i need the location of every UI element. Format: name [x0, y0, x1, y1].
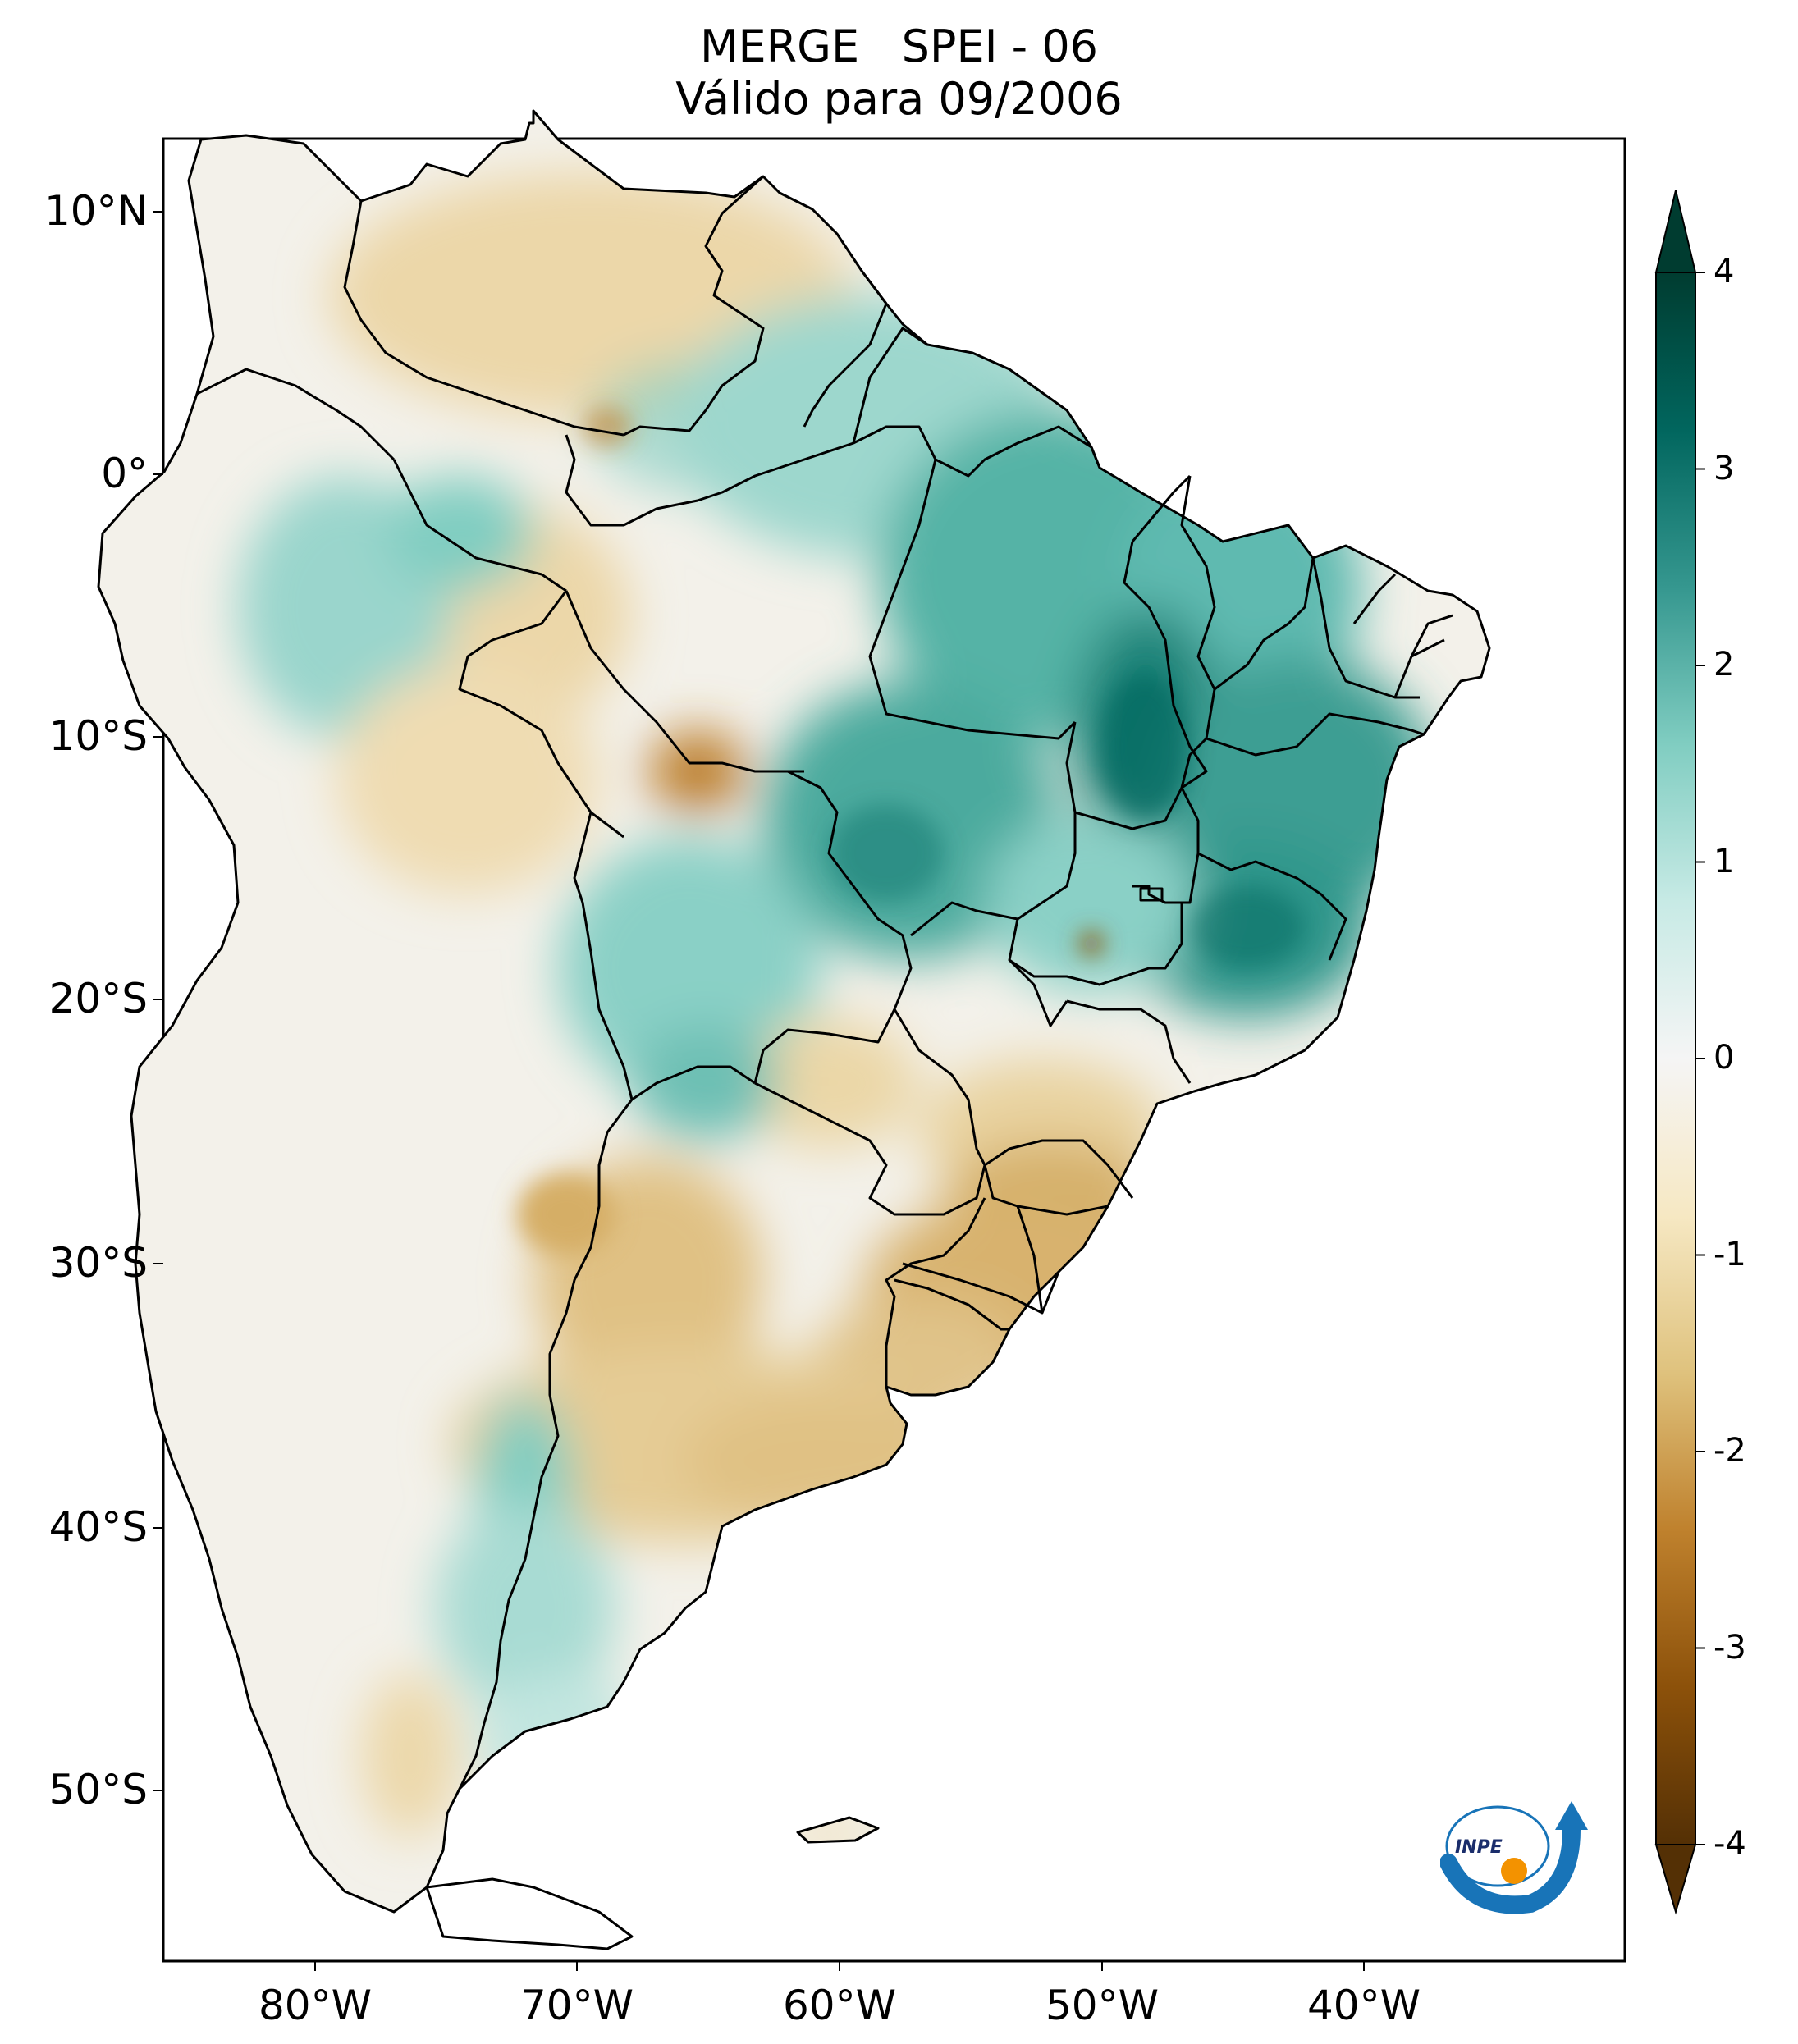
- colorbar-label-4: 0: [1713, 1039, 1735, 1077]
- lat-label-2: 10°S: [48, 712, 148, 760]
- colorbar-label-6: -2: [1713, 1432, 1746, 1470]
- figure-title-line1: MERGE SPEI - 06: [699, 21, 1099, 72]
- lon-label-1: 70°W: [519, 1982, 634, 2029]
- country-borders: [97, 109, 1491, 1950]
- lat-label-6: 50°S: [48, 1766, 148, 1813]
- colorbar-extend-bottom: [1654, 1844, 1697, 1915]
- colorbar-label-3: 1: [1713, 842, 1735, 880]
- colorbar-label-1: 3: [1713, 449, 1735, 487]
- lon-label-0: 80°W: [258, 1982, 373, 2029]
- colorbar-label-7: -3: [1713, 1628, 1746, 1667]
- lat-label-4: 30°S: [48, 1239, 148, 1287]
- lon-label-3: 50°W: [1045, 1982, 1160, 2029]
- colorbar-label-8: -4: [1713, 1825, 1746, 1863]
- lon-label-2: 60°W: [782, 1982, 897, 2029]
- lat-label-5: 40°S: [48, 1503, 148, 1551]
- colorbar-label-0: 4: [1713, 253, 1735, 290]
- logo-text: INPE: [1455, 1837, 1503, 1858]
- lat-label-0: 10°N: [43, 187, 148, 235]
- lat-label-3: 20°S: [48, 975, 148, 1022]
- colorbar-extend-top: [1654, 190, 1697, 273]
- colorbar-label-5: -1: [1713, 1235, 1746, 1273]
- inpe-logo: INPE: [1440, 1801, 1588, 1914]
- figure-title-line2: Válido para 09/2006: [675, 73, 1123, 125]
- colorbar: [1654, 190, 1705, 1915]
- colorbar-label-2: 2: [1713, 646, 1735, 684]
- colorbar-body: [1655, 272, 1696, 1845]
- lat-label-1: 0°: [101, 450, 148, 497]
- lon-label-4: 40°W: [1306, 1982, 1421, 2029]
